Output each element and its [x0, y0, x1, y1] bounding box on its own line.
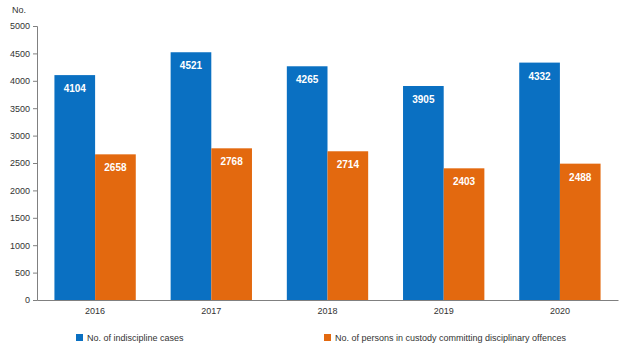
x-tick: 2020: [550, 306, 570, 316]
y-tick: 3500: [10, 104, 37, 114]
legend-label: No. of indiscipline cases: [87, 333, 184, 343]
x-tick-label: 2017: [201, 306, 221, 316]
legend-swatch: [76, 334, 83, 341]
bar: [328, 151, 369, 300]
x-tick-label: 2016: [85, 306, 105, 316]
y-tick-label: 2500: [10, 158, 30, 168]
x-tick-label: 2018: [317, 306, 337, 316]
y-tick: 2000: [10, 186, 37, 196]
bar: [560, 164, 601, 300]
legend-swatch: [324, 334, 331, 341]
y-tick: 4000: [10, 76, 37, 86]
data-label: 2403: [453, 176, 476, 187]
y-tick-mark: [33, 108, 37, 109]
y-tick-label: 4000: [10, 76, 30, 86]
x-tick: 2019: [434, 306, 454, 316]
y-tick-label: 3000: [10, 131, 30, 141]
bar: [95, 154, 136, 300]
y-tick-label: 5000: [10, 21, 30, 31]
chart: 0 500 1000 1500 2000 2500 3000 3500 4000 4500 5000…: [0, 0, 640, 352]
y-axis-title: No.: [12, 5, 26, 15]
y-tick-mark: [33, 273, 37, 274]
y-tick-mark: [33, 26, 37, 27]
y-tick-mark: [33, 300, 37, 301]
legend-label: No. of persons in custody committing dis…: [335, 333, 566, 343]
x-tick-label: 2019: [434, 306, 454, 316]
y-tick-mark: [33, 245, 37, 246]
data-label: 3905: [412, 94, 435, 105]
y-tick-mark: [33, 218, 37, 219]
bar: [403, 86, 444, 300]
data-labels: 4104 4521 4265 3905 4332 2658 2768 2714 2403 2488: [64, 60, 592, 187]
y-tick: 4500: [10, 49, 37, 59]
y-tick-label: 1000: [10, 241, 30, 251]
y-tick-mark: [33, 136, 37, 137]
y-tick-label: 500: [15, 268, 30, 278]
y-tick: 5000: [10, 21, 37, 31]
data-label: 4521: [180, 60, 203, 71]
y-tick: 500: [15, 268, 37, 278]
y-tick-mark: [33, 81, 37, 82]
data-label: 2714: [337, 159, 360, 170]
x-tick: 2016: [85, 306, 105, 316]
data-label: 4332: [528, 71, 551, 82]
y-tick-label: 0: [25, 295, 30, 305]
y-axis: 0 500 1000 1500 2000 2500 3000 3500 4000 4500 5000: [10, 21, 38, 305]
y-tick: 1500: [10, 213, 37, 223]
legend: No. of indiscipline cases No. of persons …: [76, 333, 566, 343]
y-tick-mark: [33, 190, 37, 191]
data-label: 4265: [296, 74, 319, 85]
x-axis-line: [38, 300, 619, 301]
bar: [171, 52, 212, 300]
bar: [54, 75, 95, 300]
data-label: 4104: [64, 83, 87, 94]
legend-item: No. of persons in custody committing dis…: [324, 333, 566, 343]
y-tick-label: 3500: [10, 104, 30, 114]
x-axis: 2016 2017 2018 2019 2020: [38, 301, 619, 317]
y-tick-label: 2000: [10, 186, 30, 196]
data-label: 2768: [221, 156, 244, 167]
y-tick: 3000: [10, 131, 37, 141]
y-tick-mark: [33, 53, 37, 54]
bar: [519, 63, 560, 300]
y-tick: 1000: [10, 241, 37, 251]
plot: 0 500 1000 1500 2000 2500 3000 3500 4000 4500 5000…: [10, 21, 619, 316]
y-tick: 2500: [10, 158, 37, 168]
y-tick: 0: [25, 295, 37, 305]
bar: [211, 148, 252, 300]
data-label: 2658: [104, 162, 127, 173]
y-tick-label: 4500: [10, 49, 30, 59]
bar: [444, 168, 485, 300]
y-tick-mark: [33, 163, 37, 164]
x-tick: 2017: [201, 306, 221, 316]
x-tick: 2018: [317, 306, 337, 316]
y-tick-label: 1500: [10, 213, 30, 223]
bars: [54, 52, 600, 300]
data-label: 2488: [569, 172, 592, 183]
bar-series: [54, 52, 559, 300]
y-axis-line: [33, 27, 38, 301]
bar-series: [95, 148, 600, 300]
legend-item: No. of indiscipline cases: [76, 333, 184, 343]
x-tick-label: 2020: [550, 306, 570, 316]
bar: [287, 66, 328, 300]
